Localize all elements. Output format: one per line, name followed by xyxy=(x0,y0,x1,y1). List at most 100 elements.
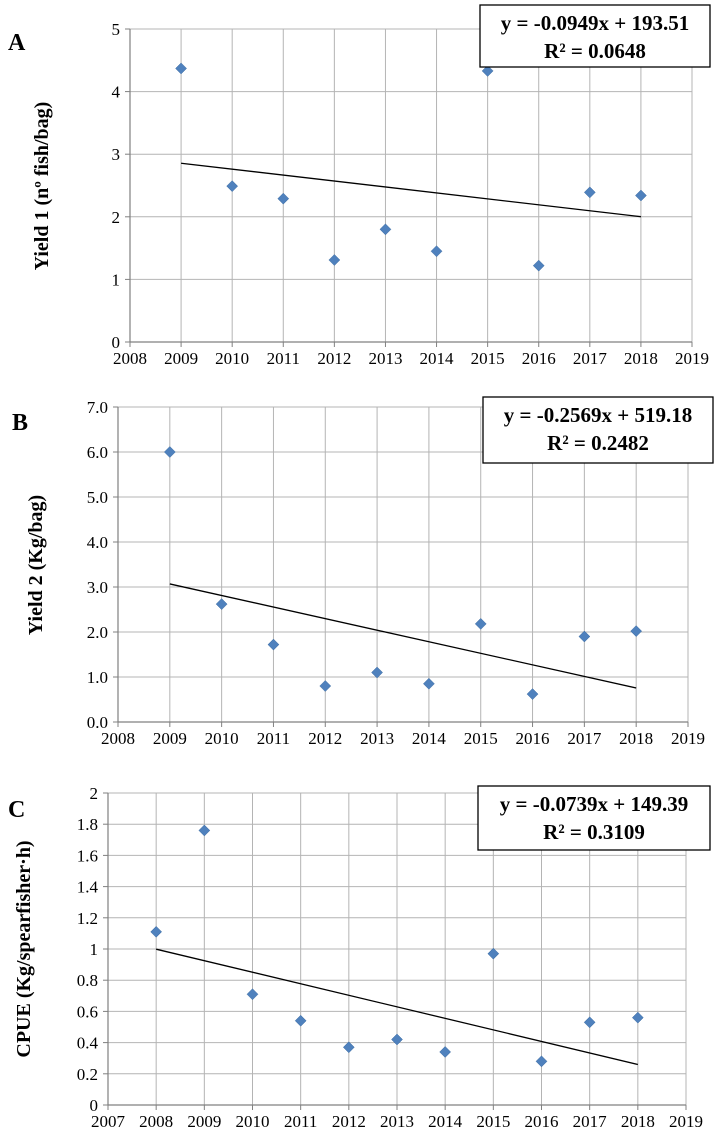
y-tick-label: 1.6 xyxy=(77,846,98,865)
y-axis-label: CPUE (Kg/spearfisher·h) xyxy=(13,840,35,1057)
y-tick-label: 1.8 xyxy=(77,815,98,834)
data-point xyxy=(535,1055,548,1068)
data-point xyxy=(430,245,443,258)
panel-letter: C xyxy=(8,797,25,823)
data-point xyxy=(487,947,500,960)
y-tick-label: 1.4 xyxy=(77,878,99,897)
x-tick-label: 2013 xyxy=(368,349,402,368)
data-point xyxy=(635,189,647,202)
data-point xyxy=(439,1046,452,1058)
data-point xyxy=(294,1014,307,1027)
y-tick-label: 6.0 xyxy=(87,443,108,462)
equation-box xyxy=(477,785,711,851)
x-tick-label: 2010 xyxy=(215,349,249,368)
x-tick-label: 2018 xyxy=(624,349,658,368)
x-tick-label: 2011 xyxy=(267,349,300,368)
data-point xyxy=(163,446,176,458)
x-tick-label: 2010 xyxy=(205,729,239,748)
x-tick-label: 2016 xyxy=(522,349,556,368)
equation-box xyxy=(482,396,714,464)
r-squared-label: R² = 0.3109 xyxy=(543,820,645,844)
y-tick-label: 0 xyxy=(90,1096,99,1115)
data-point xyxy=(342,1041,355,1054)
y-tick-label: 1 xyxy=(112,270,121,289)
x-tick-label: 2016 xyxy=(525,1112,559,1131)
y-tick-label: 4.0 xyxy=(87,533,108,552)
x-tick-label: 2009 xyxy=(153,729,187,748)
y-tick-label: 4 xyxy=(112,83,121,102)
chart-panel-a: 2008 2009 2010 2011 2012 2013 2014 2015 2016 2017… xyxy=(8,4,711,368)
x-tick-label: 2018 xyxy=(621,1112,655,1131)
data-point xyxy=(423,677,435,690)
data-point xyxy=(267,638,280,651)
y-tick-label: 0.6 xyxy=(77,1002,98,1021)
data-point xyxy=(391,1033,403,1046)
chart-panel-c: 2007 2008 2009 2010 2011 2012 2013 2014 2015 2016… xyxy=(8,784,711,1131)
data-point xyxy=(583,1016,596,1029)
data-point xyxy=(328,254,341,266)
data-point xyxy=(371,666,383,679)
x-tick-label: 2013 xyxy=(360,729,394,748)
x-tick-label: 2014 xyxy=(420,349,455,368)
y-tick-label: 2 xyxy=(112,208,121,227)
data-point xyxy=(246,988,259,1001)
y-tick-label: 7.0 xyxy=(87,398,108,417)
x-tick-label: 2015 xyxy=(476,1112,510,1131)
trendline-equation: y = -0.2569x + 519.18 xyxy=(504,403,692,427)
y-tick-label: 1 xyxy=(90,940,99,959)
data-point xyxy=(150,925,163,938)
data-point xyxy=(215,598,228,610)
data-point xyxy=(583,186,596,199)
data-point xyxy=(481,65,494,77)
x-tick-label: 2012 xyxy=(308,729,342,748)
x-tick-label: 2012 xyxy=(332,1112,366,1131)
y-tick-label: 3.0 xyxy=(87,578,108,597)
y-tick-label: 5 xyxy=(112,20,121,39)
x-tick-label: 2010 xyxy=(236,1112,270,1131)
data-point xyxy=(526,688,539,700)
x-tick-label: 2008 xyxy=(139,1112,173,1131)
x-tick-label: 2008 xyxy=(101,729,135,748)
panel-letter: A xyxy=(8,30,26,56)
x-tick-label: 2009 xyxy=(187,1112,221,1131)
y-axis-label: Yield 1 (nº fish/bag) xyxy=(31,102,53,271)
y-tick-label: 5.0 xyxy=(87,488,108,507)
data-point xyxy=(631,1011,644,1024)
x-tick-label: 2019 xyxy=(675,349,709,368)
x-tick-label: 2015 xyxy=(471,349,505,368)
equation-box xyxy=(479,4,711,68)
x-tick-label: 2011 xyxy=(284,1112,317,1131)
x-tick-label: 2012 xyxy=(317,349,351,368)
y-axis-label: Yield 2 (Kg/bag) xyxy=(25,495,47,635)
trendline-equation: y = -0.0949x + 193.51 xyxy=(501,11,689,35)
y-tick-label: 0.2 xyxy=(77,1065,98,1084)
y-tick-label: 3 xyxy=(112,145,121,164)
y-tick-label: 0.0 xyxy=(87,713,108,732)
trendline xyxy=(181,162,641,218)
x-tick-label: 2014 xyxy=(428,1112,463,1131)
x-tick-label: 2018 xyxy=(619,729,653,748)
data-point xyxy=(474,618,487,630)
trendline xyxy=(156,948,638,1066)
trendline xyxy=(169,583,637,689)
y-tick-label: 1.2 xyxy=(77,909,98,928)
x-tick-label: 2017 xyxy=(567,729,602,748)
x-tick-label: 2013 xyxy=(380,1112,414,1131)
data-point xyxy=(175,62,187,75)
x-tick-label: 2009 xyxy=(164,349,198,368)
data-point xyxy=(226,180,239,192)
data-point xyxy=(630,625,643,637)
x-tick-label: 2014 xyxy=(412,729,447,748)
x-tick-label: 2007 xyxy=(91,1112,126,1131)
x-tick-label: 2008 xyxy=(113,349,147,368)
x-tick-label: 2015 xyxy=(464,729,498,748)
y-tick-label: 0 xyxy=(112,333,121,352)
data-point xyxy=(198,824,211,837)
y-tick-label: 0.8 xyxy=(77,971,98,990)
r-squared-label: R² = 0.0648 xyxy=(544,39,646,63)
data-point xyxy=(578,630,591,643)
y-tick-label: 2.0 xyxy=(87,623,108,642)
panel-letter: B xyxy=(12,410,28,436)
x-tick-label: 2017 xyxy=(573,1112,608,1131)
